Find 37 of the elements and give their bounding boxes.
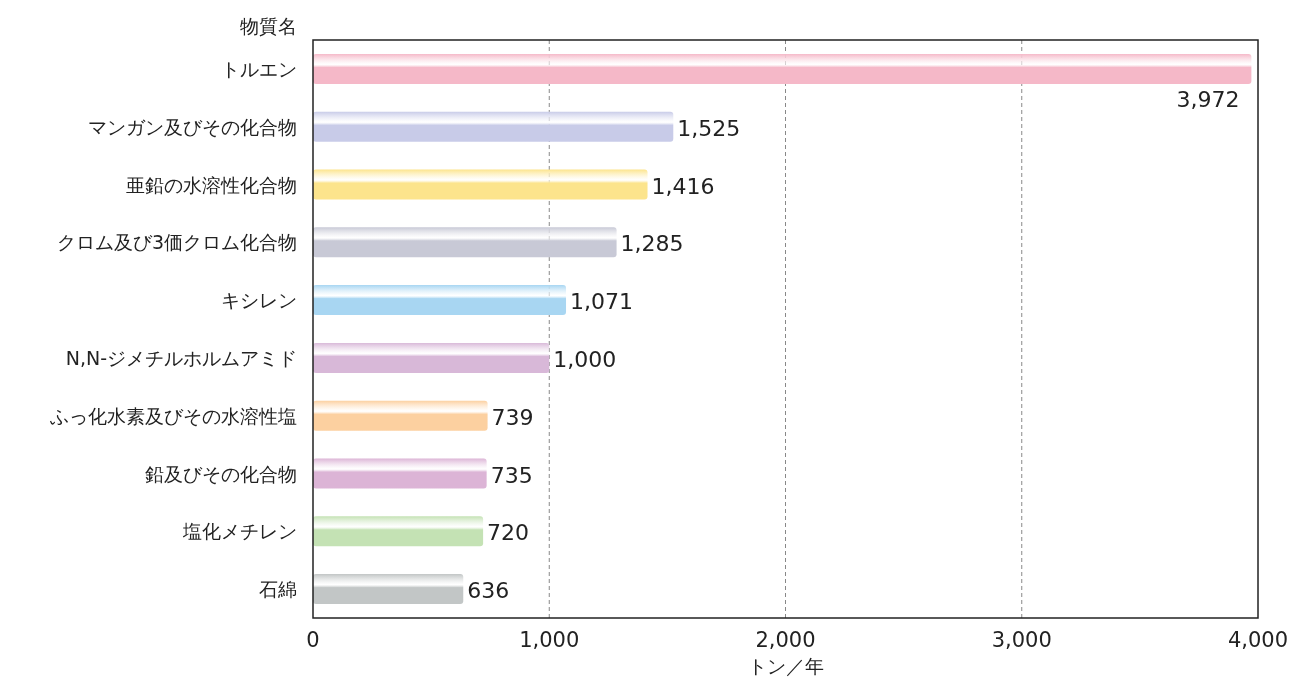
bar [313,574,464,605]
y-tick-label: マンガン及びその化合物 [88,115,297,138]
y-tick-label: N,N-ジメチルホルムアミド [65,346,297,369]
x-tick-label: 1,000 [519,628,580,652]
y-tick-label: クロム及び3価クロム化合物 [56,231,297,254]
data-label: 1,071 [570,289,634,315]
data-label: 720 [487,520,530,546]
bar [313,227,617,258]
x-axis-title: トン／年 [747,655,824,677]
bar [313,400,488,431]
bar [313,169,648,200]
data-label: 1,000 [553,346,617,372]
bar [313,111,674,142]
x-tick-label: 3,000 [991,628,1052,652]
data-label: 1,525 [677,115,741,141]
y-tick-label: 亜鉛の水溶性化合物 [126,173,297,196]
data-label: 1,416 [651,173,715,199]
bar [313,458,487,489]
y-tick-label: トルエン [221,57,297,80]
bar [313,516,484,547]
y-tick-label: 石綿 [259,578,297,601]
x-tick-label: 4,000 [1227,628,1289,652]
data-label: 3,972 [1176,86,1240,112]
y-tick-label: キシレン [221,289,297,312]
y-axis-title: 物質名 [240,15,297,37]
bar [313,342,550,373]
bar [313,53,1252,84]
data-label: 636 [467,578,510,604]
y-tick-label: 塩化メチレン [182,520,297,543]
data-label: 739 [491,404,534,430]
x-tick-label: 0 [306,628,320,652]
y-tick-label: ふっ化水素及びその水溶性塩 [49,404,297,427]
data-label: 1,285 [620,231,684,257]
bar [313,285,567,316]
y-tick-label: 鉛及びその化合物 [145,462,297,485]
data-label: 735 [490,462,533,488]
x-tick-label: 2,000 [755,628,816,652]
